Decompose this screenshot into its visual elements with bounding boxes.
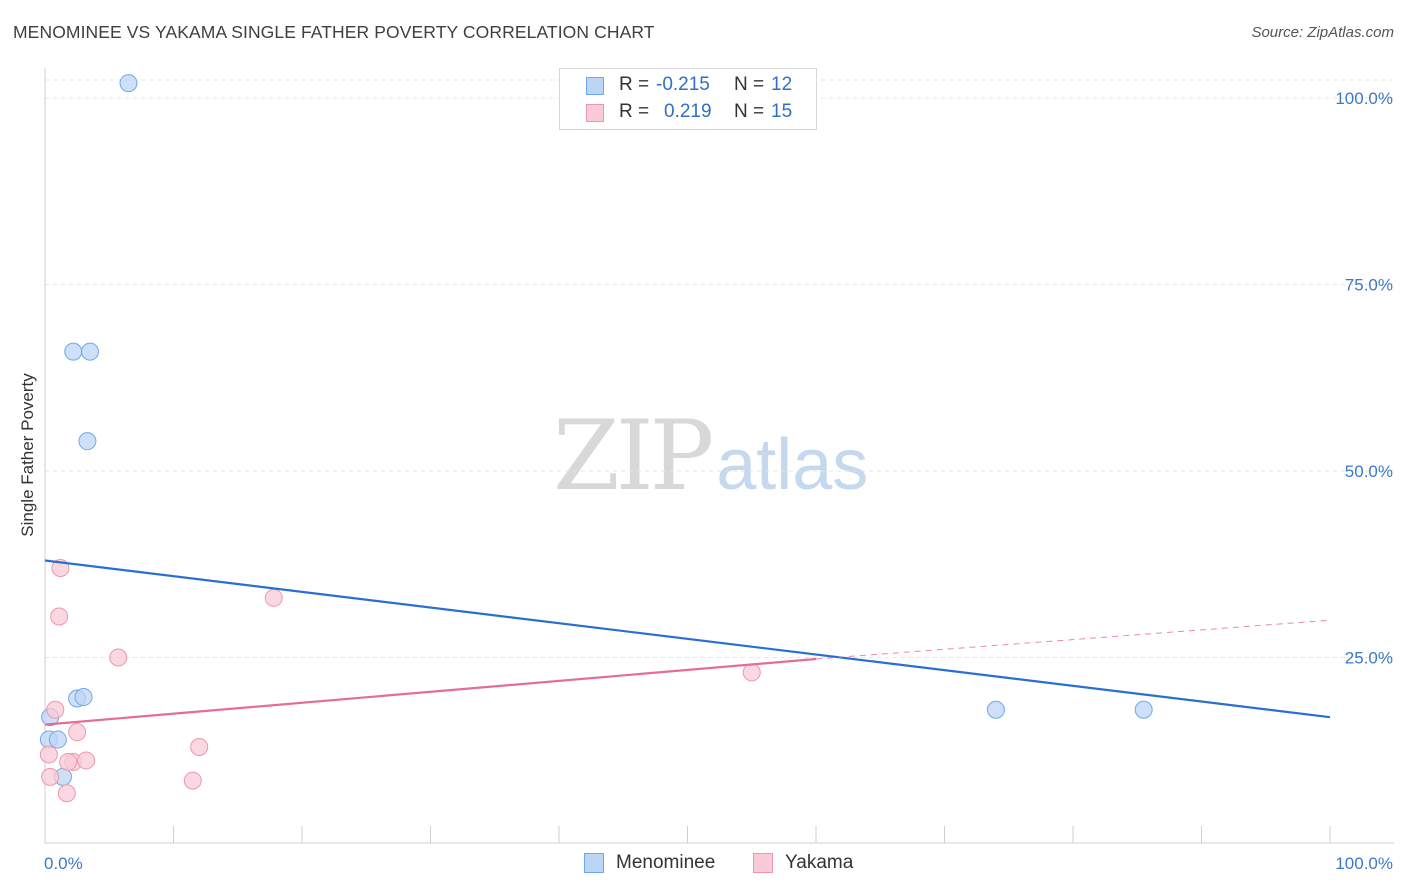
- y-axis-title: Single Father Poverty: [18, 373, 37, 537]
- legend-r-value: 0.219: [664, 101, 712, 122]
- series-swatch-menominee: [584, 853, 604, 873]
- y-tick-label: 50.0%: [1345, 462, 1393, 481]
- point-menominee: [48, 730, 67, 749]
- legend-n-value: 15: [771, 101, 793, 122]
- trendline-yakama: [44, 657, 817, 726]
- point-yakama: [39, 745, 58, 764]
- point-menominee: [80, 342, 99, 361]
- legend-r-label: R =: [619, 101, 650, 122]
- point-yakama: [68, 723, 87, 742]
- legend-n-label: N =: [734, 74, 765, 95]
- legend-swatch-menominee: [586, 77, 604, 95]
- point-menominee: [986, 700, 1005, 719]
- trendline-yakama-extension: [815, 619, 1331, 660]
- point-menominee: [1134, 700, 1153, 719]
- point-yakama: [41, 767, 60, 786]
- y-tick-label: 25.0%: [1345, 649, 1393, 668]
- point-menominee: [78, 432, 97, 451]
- point-yakama: [183, 771, 202, 790]
- series-label-menominee: Menominee: [616, 852, 716, 873]
- y-tick-label: 100.0%: [1335, 89, 1393, 108]
- source-label: Source: ZipAtlas.com: [1251, 24, 1394, 41]
- point-yakama: [190, 738, 209, 757]
- point-menominee: [74, 688, 93, 707]
- series-label-yakama: Yakama: [785, 852, 854, 873]
- x-tick-label: 0.0%: [44, 854, 83, 873]
- legend-r-value: -0.215: [656, 74, 710, 95]
- point-yakama: [59, 752, 78, 771]
- trendline-menominee: [44, 559, 1331, 719]
- y-tick-label: 75.0%: [1345, 276, 1393, 295]
- chart-title: MENOMINEE VS YAKAMA SINGLE FATHER POVERT…: [13, 22, 655, 42]
- point-yakama: [109, 648, 128, 667]
- legend-r-label: R =: [619, 74, 650, 95]
- legend-n-value: 12: [771, 74, 793, 95]
- point-yakama: [46, 700, 65, 719]
- point-yakama: [57, 784, 76, 803]
- point-yakama: [50, 607, 69, 626]
- series-swatch-yakama: [753, 853, 773, 873]
- legend-swatch-yakama: [586, 104, 604, 122]
- point-yakama: [742, 663, 761, 682]
- point-yakama: [77, 751, 96, 770]
- point-menominee: [119, 74, 138, 93]
- point-yakama: [264, 588, 283, 607]
- correlation-legend: R = -0.215 N = 12 R = 0.219 N = 15: [559, 68, 817, 130]
- x-tick-label: 100.0%: [1335, 854, 1393, 873]
- point-menominee: [64, 342, 83, 361]
- legend-n-label: N =: [734, 101, 765, 122]
